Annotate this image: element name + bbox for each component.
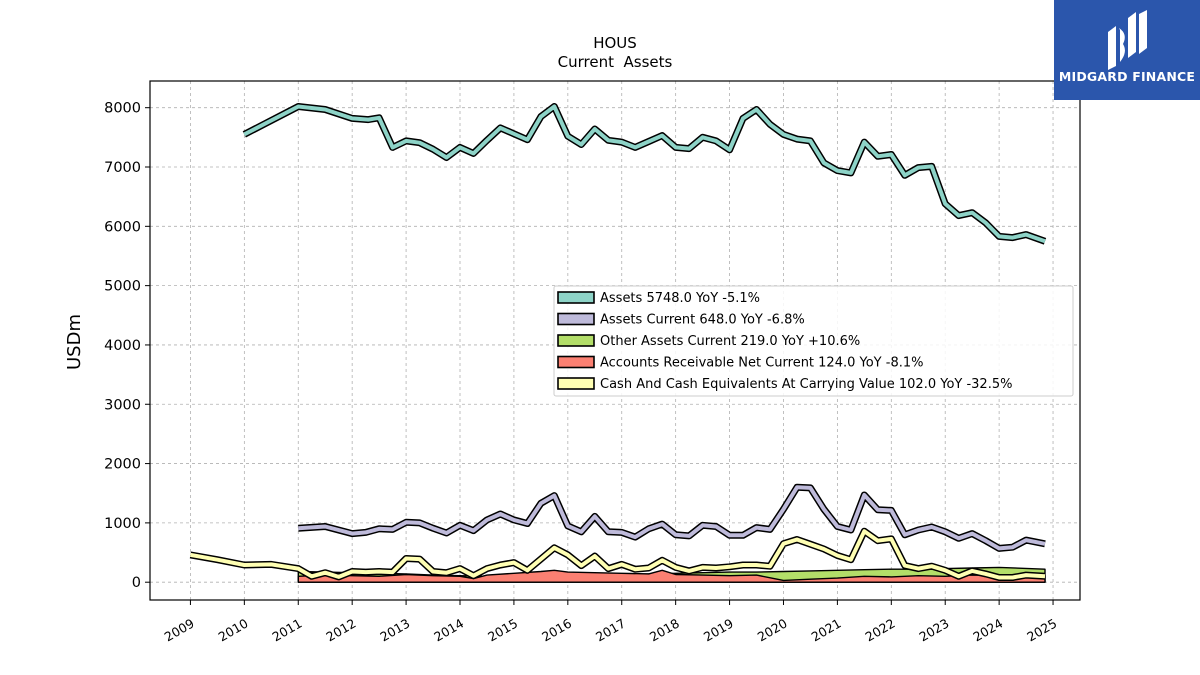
line-outline [242, 103, 1047, 245]
legend-label: Assets 5748.0 YoY -5.1% [600, 291, 760, 306]
brand-logo: MIDGARD FINANCE [1054, 0, 1200, 100]
x-tick-label: 2020 [755, 616, 790, 645]
x-tick-label: 2023 [916, 616, 951, 645]
legend-swatch [557, 312, 595, 326]
y-tick-label: 4000 [104, 338, 141, 354]
x-tick-label: 2025 [1024, 616, 1059, 645]
x-tick-label: 2024 [970, 616, 1005, 645]
area-fill [297, 569, 1046, 583]
x-tick-label: 2022 [863, 616, 898, 645]
series-assets [242, 103, 1047, 245]
brand-name: MIDGARD FINANCE [1058, 69, 1196, 84]
y-axis-label: USDm [64, 314, 85, 370]
chart-title: HOUS [593, 34, 637, 52]
legend-swatch [557, 291, 595, 304]
x-tick-label: 2015 [485, 616, 520, 645]
y-tick-label: 6000 [104, 219, 141, 235]
legend-swatch [557, 334, 595, 347]
y-tick-label: 1000 [104, 516, 141, 532]
legend-swatch [557, 377, 595, 390]
y-tick-label: 5000 [104, 279, 141, 295]
x-tick-label: 2009 [162, 616, 197, 645]
line-outline [189, 527, 1046, 581]
y-tick-label: 7000 [104, 160, 141, 176]
line-outline [298, 483, 1046, 552]
legend-label: Assets Current 648.0 YoY -6.8% [600, 313, 805, 328]
legend-label: Accounts Receivable Net Current 124.0 Yo… [600, 356, 923, 371]
series-assets-current [298, 483, 1046, 552]
x-tick-label: 2010 [216, 616, 251, 645]
plot-frame [149, 80, 1081, 601]
x-tick-label: 2019 [701, 616, 736, 645]
legend-label: Other Assets Current 219.0 YoY +10.6% [600, 334, 860, 349]
y-tick-label: 2000 [104, 457, 141, 473]
y-tick-label: 3000 [104, 397, 141, 413]
series-accounts-receivable-net-current [297, 569, 1046, 583]
y-tick-label: 8000 [104, 101, 141, 117]
x-tick-label: 2016 [539, 616, 574, 645]
line-stroke [190, 529, 1046, 580]
x-tick-label: 2017 [593, 616, 628, 645]
chart-subtitle: Current Assets [558, 53, 673, 71]
series-cash-and-cash-equivalents-at-carrying-value [189, 527, 1046, 581]
x-tick-label: 2012 [323, 616, 358, 645]
legend-swatch [557, 355, 595, 369]
x-tick-label: 2013 [377, 616, 412, 645]
x-tick-label: 2018 [647, 616, 682, 645]
legend-box [553, 285, 1074, 397]
x-tick-label: 2014 [431, 616, 466, 645]
x-tick-label: 2011 [270, 616, 305, 645]
x-tick-label: 2021 [809, 616, 844, 645]
legend: Assets 5748.0 YoY -5.1% Assets Current 64… [553, 285, 1074, 397]
series-layer [189, 103, 1047, 583]
midgard-logo-icon [1108, 10, 1147, 70]
line-stroke [243, 104, 1046, 244]
line-stroke [298, 485, 1046, 551]
legend-label: Cash And Cash Equivalents At Carrying Va… [600, 377, 1012, 392]
y-tick-label: 0 [132, 575, 141, 591]
